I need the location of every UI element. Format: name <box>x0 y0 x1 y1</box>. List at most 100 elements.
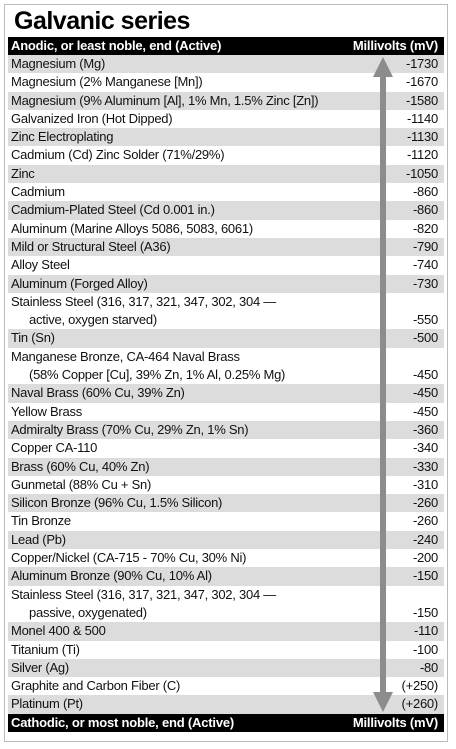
material-line: Monel 400 & 500 <box>11 623 106 639</box>
table-row: Cadmium (Cd) Zinc Solder (71%/29%) -1120 <box>8 146 444 164</box>
material-name: Copper CA-110 <box>11 439 97 457</box>
material-name: Magnesium (Mg) <box>11 55 105 73</box>
millivolts: -740 <box>412 257 438 273</box>
material-line: Silver (Ag) <box>11 659 69 675</box>
material-line: active, oxygen starved) <box>29 312 157 328</box>
table-row: Aluminum Bronze (90% Cu, 10% Al) -150 <box>8 567 444 586</box>
material-name: Aluminum (Marine Alloys 5086, 5083, 6061… <box>11 220 253 238</box>
rows: Magnesium (Mg) -1730 Magnesium (2% Mangane… <box>8 55 444 714</box>
millivolts: -310 <box>412 476 438 492</box>
material-line: Graphite and Carbon Fiber (C) <box>11 678 181 694</box>
material-line: Galvanized Iron (Hot Dipped) <box>11 110 173 126</box>
material-name: Tin Bronze <box>11 512 71 530</box>
millivolts: -450 <box>412 367 438 383</box>
material-name: Silver (Ag) <box>11 659 69 677</box>
header-right: Millivolts (mV) <box>352 38 438 53</box>
material-line: Magnesium (Mg) <box>11 56 106 71</box>
table-row: Cadmium -860 <box>8 183 444 201</box>
galvanic-table: Galvanic series Anodic, or least noble, … <box>4 4 448 742</box>
table-row: Graphite and Carbon Fiber (C) (+250) <box>8 677 444 695</box>
table-row: Magnesium (9% Aluminum [Al], 1% Mn, 1.5%… <box>8 91 444 110</box>
millivolts: -360 <box>412 421 438 437</box>
title: Galvanic series <box>14 7 190 35</box>
material-name: Aluminum Bronze (90% Cu, 10% Al) <box>11 567 212 585</box>
material-line: passive, oxygenated) <box>29 604 147 620</box>
material-line: Gunmetal (88% Cu + Sn) <box>11 476 152 492</box>
millivolts: -820 <box>412 220 438 236</box>
millivolts: -340 <box>412 440 438 456</box>
material-name: Naval Brass (60% Cu, 39% Zn) <box>11 384 185 402</box>
millivolts: -730 <box>412 275 438 291</box>
material-name: Titanium (Ti) <box>11 641 80 659</box>
material-line: Zinc <box>11 165 35 181</box>
millivolts: -240 <box>412 531 438 547</box>
material-line: Cadmium <box>11 184 65 200</box>
material-line: Lead (Pb) <box>11 531 66 547</box>
material-name: Magnesium (2% Manganese [Mn]) <box>11 73 203 91</box>
table-row: Platinum (Pt) (+260) <box>8 695 444 714</box>
material-name: Zinc Electroplating <box>11 128 113 146</box>
material-name: Mild or Structural Steel (A36) <box>11 238 171 256</box>
table-row: Yellow Brass -450 <box>8 403 444 421</box>
millivolts: -1140 <box>406 110 438 126</box>
table-row: Stainless Steel (316, 317, 321, 347, 302… <box>8 586 444 623</box>
table-row: Zinc Electroplating -1130 <box>8 128 444 147</box>
table-row: Galvanized Iron (Hot Dipped) -1140 <box>8 110 444 128</box>
millivolts: -80 <box>419 659 438 675</box>
millivolts: -150 <box>412 568 438 584</box>
material-name: Galvanized Iron (Hot Dipped) <box>11 110 173 128</box>
millivolts: -260 <box>412 513 438 529</box>
table-row: Brass (60% Cu, 40% Zn) -330 <box>8 457 444 476</box>
material-line: Magnesium (9% Aluminum [Al], 1% Mn, 1.5%… <box>11 92 319 108</box>
table-row: Alloy Steel -740 <box>8 256 444 274</box>
table-row: Aluminum (Forged Alloy) -730 <box>8 274 444 293</box>
table-row: Stainless Steel (316, 317, 321, 347, 302… <box>8 293 444 330</box>
millivolts: -1670 <box>406 74 438 90</box>
material-name: Lead (Pb) <box>11 531 66 549</box>
table-row: Aluminum (Marine Alloys 5086, 5083, 6061… <box>8 220 444 238</box>
material-line: Cadmium-Plated Steel (Cd 0.001 in.) <box>11 202 215 218</box>
material-line: Copper CA-110 <box>11 440 98 456</box>
material-line: Aluminum (Forged Alloy) <box>11 275 148 291</box>
material-name: Alloy Steel <box>11 256 70 274</box>
material-line: Aluminum Bronze (90% Cu, 10% Al) <box>11 568 212 584</box>
material-line: Brass (60% Cu, 40% Zn) <box>11 458 150 474</box>
material-name: Magnesium (9% Aluminum [Al], 1% Mn, 1.5%… <box>11 92 319 110</box>
table-row: Magnesium (Mg) -1730 <box>8 55 444 74</box>
millivolts: -1130 <box>406 129 438 145</box>
millivolts: -1120 <box>406 147 438 163</box>
millivolts: -200 <box>412 550 438 566</box>
table-row: Silicon Bronze (96% Cu, 1.5% Silicon) -26… <box>8 494 444 513</box>
material-name: Manganese Bronze, CA-464 Naval Brass (58%… <box>11 348 285 385</box>
material-name: Gunmetal (88% Cu + Sn) <box>11 476 151 494</box>
material-name: Cadmium (Cd) Zinc Solder (71%/29%) <box>11 146 225 164</box>
millivolts: -450 <box>412 403 438 419</box>
material-line: Tin (Sn) <box>11 330 55 346</box>
table-row: Admiralty Brass (70% Cu, 29% Zn, 1% Sn) -… <box>8 420 444 440</box>
material-line: Silicon Bronze (96% Cu, 1.5% Silicon) <box>11 495 223 511</box>
material-name: Platinum (Pt) <box>11 695 83 713</box>
material-line: Magnesium (2% Manganese [Mn]) <box>11 74 203 90</box>
millivolts: -260 <box>412 495 438 511</box>
material-name: Zinc <box>11 165 35 183</box>
material-line: Copper/Nickel (CA-715 - 70% Cu, 30% Ni) <box>11 550 247 566</box>
material-name: Copper/Nickel (CA-715 - 70% Cu, 30% Ni) <box>11 549 246 567</box>
material-line: Stainless Steel (316, 317, 321, 347, 302… <box>11 293 277 309</box>
millivolts: -500 <box>412 330 438 346</box>
footer-right: Millivolts (mV) <box>352 714 438 730</box>
material-name: Yellow Brass <box>11 403 82 421</box>
header-left: Anodic, or least noble, end (Active) <box>11 38 222 53</box>
table-row: Lead (Pb) -240 <box>8 530 444 550</box>
table-row: Tin (Sn) -500 <box>8 329 444 348</box>
table-row: Cadmium-Plated Steel (Cd 0.001 in.) -860 <box>8 201 444 220</box>
millivolts: -150 <box>412 604 438 620</box>
material-name: Admiralty Brass (70% Cu, 29% Zn, 1% Sn) <box>11 421 249 439</box>
material-line: Mild or Structural Steel (A36) <box>11 238 171 254</box>
table-row: Naval Brass (60% Cu, 39% Zn) -450 <box>8 384 444 403</box>
millivolts: -860 <box>412 184 438 200</box>
material-line: Naval Brass (60% Cu, 39% Zn) <box>11 385 185 401</box>
material-name: Graphite and Carbon Fiber (C) <box>11 677 180 695</box>
material-line: Zinc Electroplating <box>11 129 114 145</box>
millivolts: -550 <box>412 312 438 328</box>
